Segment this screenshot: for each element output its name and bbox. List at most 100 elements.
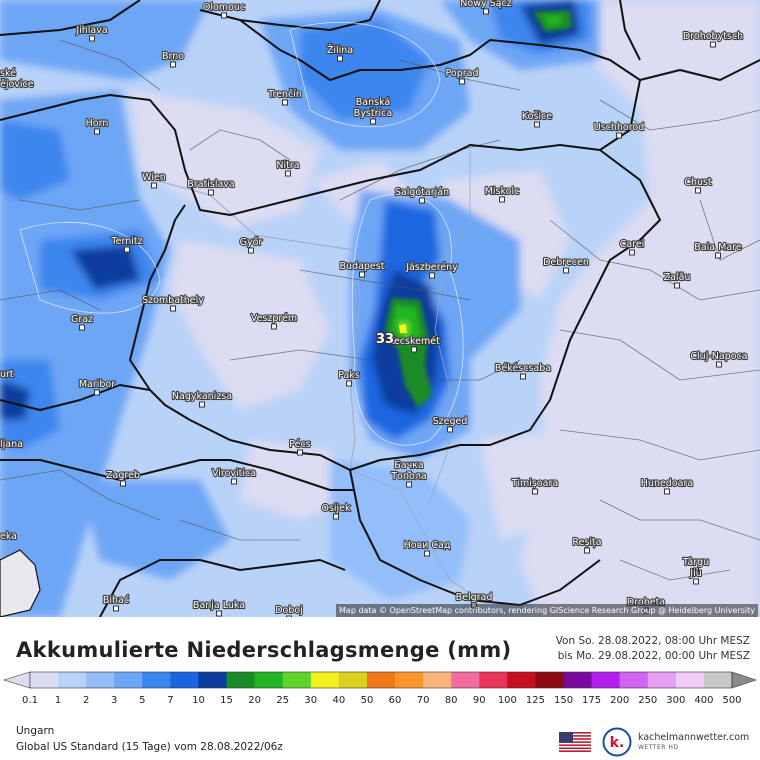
scale-tick-label: 50: [360, 695, 374, 706]
city-marker: [208, 189, 214, 196]
city-label: Carei: [620, 239, 645, 250]
city-marker: [674, 282, 680, 289]
city-marker: [406, 470, 412, 477]
scale-tick-label: 30: [304, 695, 318, 706]
scale-swatch: [114, 672, 143, 688]
scale-swatch: [30, 672, 59, 688]
city-label: Pécs: [289, 439, 310, 450]
city-marker: [170, 61, 176, 68]
city-label: Banská: [356, 97, 390, 108]
scale-swatch: [170, 672, 199, 688]
city-label: Miskolc: [485, 186, 520, 197]
city-marker: [370, 107, 376, 114]
scale-tick-label: 500: [722, 695, 742, 706]
scale-tick-label: 100: [497, 695, 517, 706]
city-marker: [285, 170, 291, 177]
scale-swatch: [254, 672, 284, 688]
scale-swatch: [86, 672, 115, 688]
city-label: urt: [0, 369, 14, 380]
scale-tick-label: 15: [220, 695, 233, 706]
scale-tick-label: 60: [388, 695, 402, 706]
scale-swatch: [451, 672, 480, 688]
kachelmannwetter-logo-icon[interactable]: k.: [602, 727, 632, 757]
scale-swatch: [226, 672, 256, 688]
city-marker: [695, 187, 701, 194]
scale-swatch: [198, 672, 228, 688]
scale-swatch: [535, 672, 565, 688]
city-label: Zalău: [664, 272, 691, 283]
city-label: Doboj: [275, 605, 303, 616]
scale-swatch: [563, 672, 593, 688]
period-end: bis Mo. 29.08.2022, 00:00 Uhr MESZ: [557, 650, 750, 662]
city-label: Graz: [71, 314, 93, 325]
city-label: Jászberény: [405, 262, 458, 273]
city-marker: [563, 267, 569, 274]
city-label: Chust: [684, 177, 712, 188]
city-label: ské: [0, 68, 16, 79]
city-label: Târgu: [682, 557, 709, 568]
scale-tick-label: 250: [638, 695, 658, 706]
city-label: Jihlava: [75, 25, 107, 36]
scale-tick-label: 80: [444, 695, 458, 706]
city-label: Debrecen: [543, 257, 589, 268]
city-label: Hunedoara: [641, 478, 693, 489]
map-attribution: Map data © OpenStreetMap contributors, r…: [336, 604, 758, 617]
city-label: ějovice: [0, 79, 34, 90]
scale-swatch: [338, 672, 368, 688]
city-marker: [120, 480, 126, 487]
city-marker: [271, 323, 277, 330]
scale-tick-label: 40: [332, 695, 346, 706]
scale-tick-label: 150: [553, 695, 574, 706]
city-marker: [716, 361, 722, 368]
city-label: Топола: [390, 471, 427, 482]
city-marker: [216, 610, 222, 617]
scale-tick-label: 0.1: [22, 695, 38, 706]
scale-swatch: [282, 672, 312, 688]
city-marker: [710, 41, 716, 48]
scale-swatch: [507, 672, 536, 688]
city-marker: [616, 132, 622, 139]
city-marker: [346, 380, 352, 387]
city-label: Zagreb: [106, 470, 140, 481]
city-label: Bystrica: [354, 108, 392, 119]
city-label: Timișoara: [511, 478, 558, 489]
scale-swatch: [310, 672, 340, 688]
city-marker: [715, 252, 721, 259]
city-marker: [337, 55, 343, 62]
city-label: Maribor: [79, 379, 115, 390]
city-label: Budapest: [340, 261, 385, 272]
city-marker: [693, 578, 699, 585]
city-label: Szombathely: [142, 295, 204, 306]
scale-tick-label: 7: [167, 695, 174, 706]
city-label: Veszprém: [251, 313, 297, 324]
city-label: Békéscsaba: [495, 363, 551, 374]
city-label: Drohobytsch: [683, 31, 743, 42]
city-label: Poprad: [446, 68, 479, 79]
city-marker: [429, 272, 435, 279]
city-marker: [629, 249, 635, 256]
legend-panel: [0, 617, 760, 760]
city-label: ljana: [0, 439, 23, 450]
scale-swatch: [591, 672, 621, 688]
city-marker: [297, 449, 303, 456]
city-label: Jiu: [689, 568, 701, 579]
city-marker: [419, 197, 425, 204]
city-marker: [584, 547, 590, 554]
scale-swatch: [703, 672, 733, 688]
city-label: Nagykanizsa: [172, 391, 232, 402]
city-marker: [693, 567, 699, 574]
period-start: Von So. 28.08.2022, 08:00 Uhr MESZ: [555, 635, 750, 647]
city-label: Нови Сад: [404, 540, 451, 551]
city-label: Szeged: [433, 416, 468, 427]
city-marker: [231, 478, 237, 485]
city-label: Wien: [142, 172, 166, 183]
city-label: Nitra: [276, 160, 299, 171]
scale-tick-label: 125: [525, 695, 545, 706]
city-label: Košice: [522, 111, 552, 122]
city-label: Žilina: [327, 44, 353, 56]
city-label: Uschhorod: [594, 122, 645, 133]
scale-tick-label: 300: [666, 695, 686, 706]
us-flag-icon[interactable]: [559, 732, 591, 752]
city-marker: [447, 426, 453, 433]
precipitation-map[interactable]: Olomouc Nowy Sącz Jihlava Žilina Drohobytsch…: [0, 0, 760, 617]
